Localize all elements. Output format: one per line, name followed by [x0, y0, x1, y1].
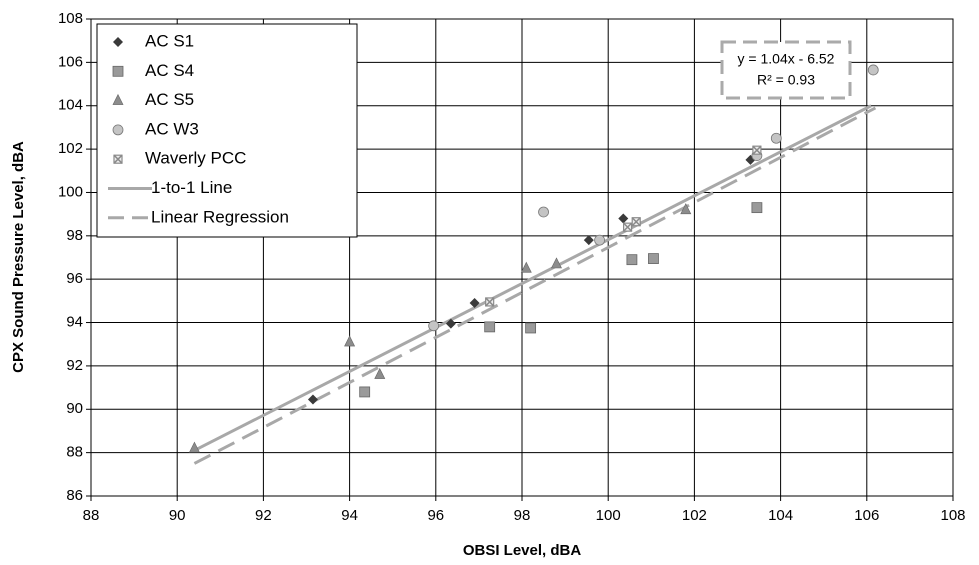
- marker-cross: [623, 222, 633, 232]
- legend: AC S1 AC S4 AC S5 AC W3 Waverly PCC 1-to-1 Li…: [96, 23, 358, 238]
- marker: [344, 335, 356, 347]
- legend-label: Waverly PCC: [145, 149, 246, 168]
- marker: [618, 213, 629, 224]
- y-tick-label: 88: [66, 444, 83, 461]
- legend-label: AC W3: [145, 119, 199, 138]
- marker: [469, 298, 480, 309]
- marker-cross: [752, 145, 762, 155]
- annotation-box: [720, 40, 852, 100]
- marker: [428, 320, 440, 332]
- y-tick-label: 108: [58, 10, 83, 27]
- plot-frame: [90, 18, 954, 497]
- legend-label: Linear Regression: [151, 207, 289, 226]
- marker: [680, 203, 692, 215]
- x-axis-title: OBSI Level, dBA: [463, 542, 582, 559]
- x-tick-label: 104: [768, 507, 793, 524]
- marker-cross: [631, 217, 641, 227]
- marker: [648, 253, 659, 264]
- x-tick-label: 108: [940, 507, 965, 524]
- annotation-text: R² = 0.93: [757, 72, 815, 88]
- x-tick-label: 94: [341, 507, 358, 524]
- y-tick-label: 98: [66, 227, 83, 244]
- marker: [374, 367, 386, 379]
- trend-line: [193, 104, 872, 452]
- y-tick-label: 106: [58, 53, 83, 70]
- marker: [626, 254, 638, 266]
- annotation: y = 1.04x - 6.52 R² = 0.93: [720, 40, 852, 100]
- marker: [594, 234, 605, 246]
- y-tick-label: 100: [58, 183, 83, 200]
- legend-label: AC S4: [145, 61, 194, 80]
- trend-line: [193, 106, 877, 465]
- marker: [525, 322, 537, 334]
- marker: [583, 235, 594, 246]
- marker: [113, 154, 123, 164]
- marker: [484, 321, 496, 333]
- y-tick-label: 92: [66, 357, 83, 374]
- marker: [520, 261, 532, 273]
- annotation-text: y = 1.04x - 6.52: [738, 51, 835, 67]
- marker: [112, 65, 124, 77]
- marker: [188, 441, 200, 453]
- legend-box: [96, 23, 358, 238]
- y-tick-label: 96: [66, 270, 83, 287]
- y-axis-title: CPX Sound Pressure Level, dBA: [10, 141, 27, 373]
- marker: [445, 318, 456, 329]
- x-tick-label: 100: [596, 507, 621, 524]
- marker: [867, 64, 879, 76]
- marker: [307, 394, 318, 405]
- y-tick-label: 104: [58, 97, 83, 114]
- y-tick-label: 90: [66, 400, 83, 417]
- marker: [752, 145, 762, 155]
- y-tick-label: 102: [58, 140, 83, 157]
- y-tick-label: 86: [66, 487, 83, 504]
- marker: [359, 386, 371, 398]
- x-tick-label: 96: [427, 507, 444, 524]
- marker: [770, 132, 782, 144]
- y-tick-label: 94: [66, 314, 83, 331]
- marker: [538, 206, 549, 218]
- x-tick-label: 106: [854, 507, 879, 524]
- marker: [113, 37, 123, 47]
- x-tick-label: 98: [514, 507, 531, 524]
- marker: [485, 297, 495, 307]
- marker-cross: [485, 297, 495, 307]
- legend-label: AC S1: [145, 31, 194, 50]
- x-tick-label: 90: [169, 507, 186, 524]
- marker: [112, 93, 124, 105]
- marker-cross: [113, 154, 123, 164]
- marker: [631, 217, 641, 227]
- x-tick-label: 88: [83, 507, 100, 524]
- legend-label: AC S5: [145, 90, 194, 109]
- marker: [751, 202, 763, 214]
- marker: [622, 222, 633, 232]
- x-tick-label: 92: [255, 507, 272, 524]
- marker: [112, 124, 124, 136]
- x-tick-label: 102: [682, 507, 707, 524]
- legend-label: 1-to-1 Line: [151, 178, 232, 197]
- marker: [550, 257, 562, 269]
